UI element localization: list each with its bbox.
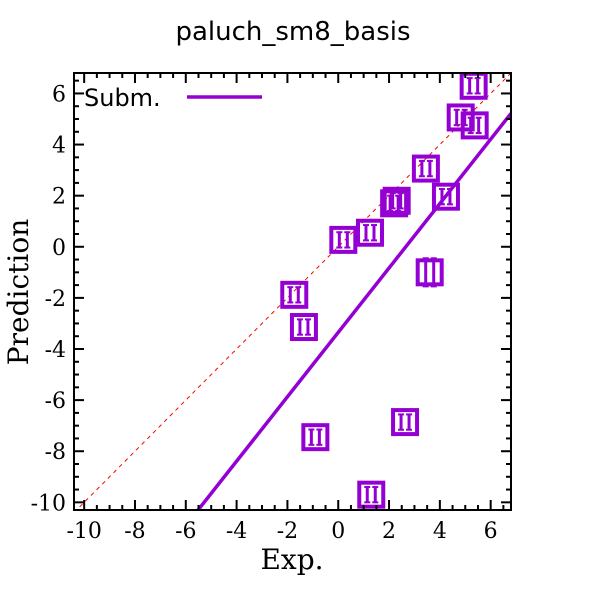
y-tick-label: 4: [52, 134, 66, 159]
data-point: [415, 257, 444, 288]
x-tick-label: 6: [484, 519, 498, 544]
y-tick-label: 0: [52, 236, 66, 261]
legend-label: Subm.: [84, 84, 161, 112]
data-point: [411, 154, 440, 183]
x-tick-label: -6: [175, 519, 196, 544]
x-axis-label: Exp.: [260, 543, 323, 576]
data-point: [355, 218, 384, 247]
x-tick-labels: -10 -8 -6 -4 -2 0 2 4 6: [66, 519, 497, 544]
point-marker: [301, 423, 330, 452]
point-marker: [280, 280, 309, 309]
data-point: [431, 182, 460, 211]
x-tick-label: 2: [382, 519, 396, 544]
point-marker: [391, 408, 420, 437]
point-marker: [431, 182, 460, 211]
y-tick-label: 2: [52, 185, 66, 210]
data-point: [357, 480, 386, 509]
point-marker: [382, 186, 411, 215]
point-marker: [380, 189, 409, 218]
y-tick-label: -6: [45, 389, 66, 414]
x-tick-label: 0: [331, 519, 345, 544]
y-tick-label: -10: [31, 491, 66, 516]
plot-frame: [73, 72, 512, 511]
point-marker: [415, 258, 444, 287]
data-point: [280, 280, 309, 309]
x-tick-label: -2: [277, 519, 298, 544]
chart-title: paluch_sm8_basis: [175, 17, 410, 47]
point-marker: [357, 480, 386, 509]
x-tick-label: -8: [124, 519, 145, 544]
y-tick-label: 6: [52, 82, 66, 107]
legend: Subm.: [84, 84, 262, 112]
data-point: [460, 111, 489, 140]
point-marker: [289, 313, 318, 342]
identity-line: [75, 73, 511, 510]
y-tick-label: -2: [45, 287, 66, 312]
y-tick-labels: -10 -8 -6 -4 -2 0 2 4 6: [31, 82, 66, 516]
x-tick-label: -4: [226, 519, 247, 544]
x-tick-label: 4: [433, 519, 447, 544]
point-marker: [329, 225, 358, 254]
data-point: [289, 313, 318, 342]
data-point: [329, 225, 358, 254]
data-point: [382, 186, 411, 215]
data-points: [280, 73, 489, 509]
data-point: [301, 423, 330, 452]
point-marker: [411, 154, 440, 183]
y-tick-label: -4: [45, 338, 66, 363]
fit-line: [195, 112, 511, 510]
axis-ticks: [74, 73, 511, 510]
point-marker: [355, 218, 384, 247]
point-marker: [460, 111, 489, 140]
data-point: [391, 408, 420, 437]
y-tick-label: -8: [45, 440, 66, 465]
x-tick-label: -10: [66, 519, 101, 544]
plot-area: [75, 73, 511, 510]
y-axis-label: Prediction: [2, 219, 35, 365]
